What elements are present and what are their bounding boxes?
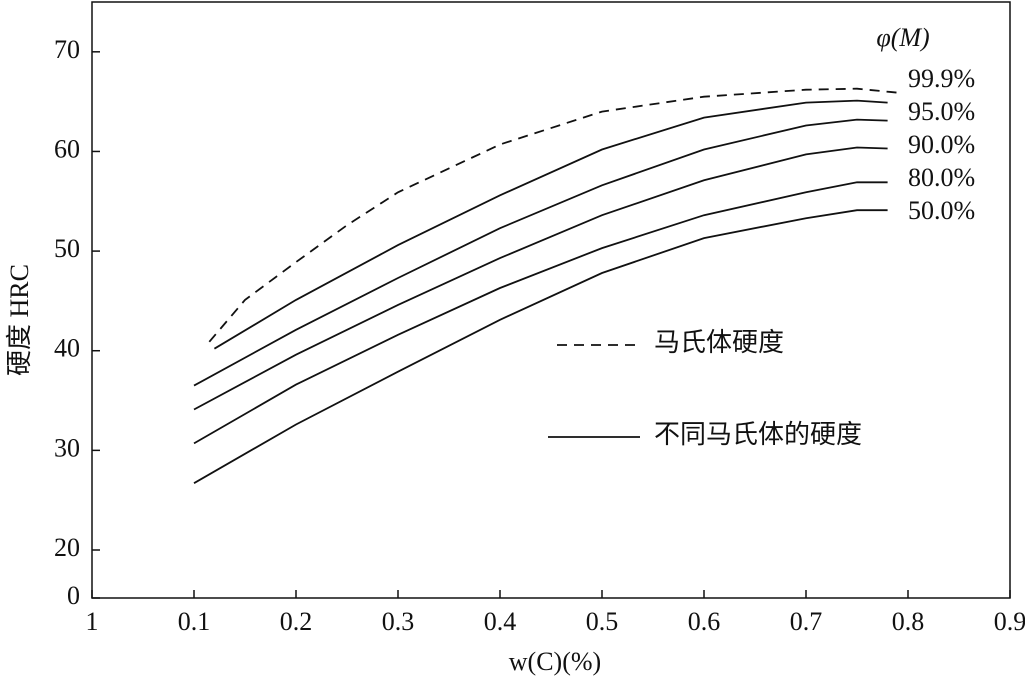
y-axis-label: 硬度 HRC	[5, 264, 34, 376]
curve	[213, 99, 888, 350]
y-tick-label: 20	[54, 533, 80, 562]
curve	[208, 87, 898, 343]
legend-label: 不同马氏体的硬度	[654, 420, 862, 449]
curve	[193, 209, 888, 484]
x-tick-label: 0.8	[892, 607, 925, 636]
curve-label: 80.0%	[908, 163, 975, 192]
curve-label: 99.9%	[908, 64, 975, 93]
curve-label: 50.0%	[908, 196, 975, 225]
y-tick-label: 70	[54, 35, 80, 64]
x-tick-label: 0.6	[688, 607, 721, 636]
curve-label: 90.0%	[908, 130, 975, 159]
curve	[193, 146, 888, 411]
x-axis-label: w(C)(%)	[509, 647, 601, 676]
y-tick-label: 50	[54, 234, 80, 263]
plot-frame	[91, 1, 1011, 599]
curve-label: 95.0%	[908, 97, 975, 126]
x-tick-label: 0.3	[382, 607, 415, 636]
y-tick-label: 0	[67, 581, 80, 610]
x-tick-label: 0.4	[484, 607, 517, 636]
x-tick-label: 0.1	[178, 607, 211, 636]
y-tick-label: 30	[54, 433, 80, 462]
y-tick-label: 40	[54, 334, 80, 363]
curve	[193, 181, 888, 445]
label-header: φ(M)	[876, 23, 929, 52]
curve	[193, 118, 888, 387]
legend-label: 马氏体硬度	[654, 328, 784, 357]
x-tick-label: 0.7	[790, 607, 823, 636]
x-tick-label: 0.9	[994, 607, 1025, 636]
x-tick-label: 0.2	[280, 607, 313, 636]
y-tick-label: 60	[54, 134, 80, 163]
x-tick-label: 0.5	[586, 607, 619, 636]
x-tick-label: 1	[86, 607, 99, 636]
